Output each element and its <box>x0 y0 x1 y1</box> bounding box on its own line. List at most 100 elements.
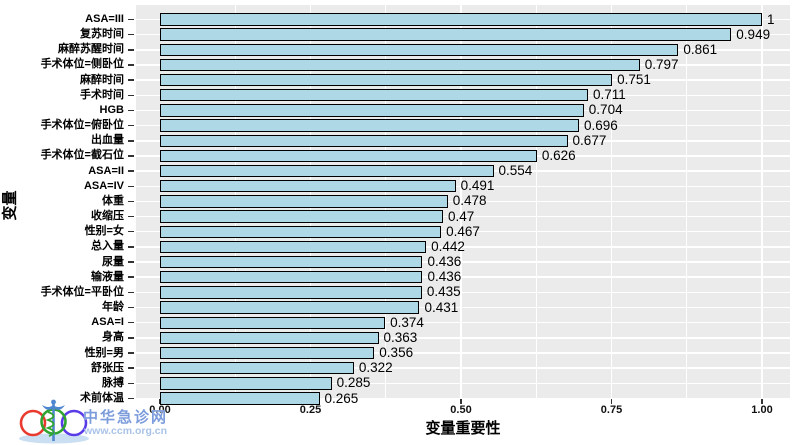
bar-value-label: 0.861 <box>683 41 718 57</box>
category-gridline <box>136 230 790 233</box>
x-axis-title: 变量重要性 <box>425 420 501 437</box>
y-axis-label: 麻醉苏醒时间 <box>58 43 124 56</box>
importance-bar <box>160 195 448 208</box>
bar-value-label: 0.797 <box>644 56 679 72</box>
y-tick-mark <box>128 215 134 218</box>
importance-bar <box>160 119 579 132</box>
y-axis-label: 尿量 <box>102 255 124 268</box>
importance-bar <box>160 210 443 223</box>
importance-bar <box>160 28 732 41</box>
y-tick-mark <box>128 306 134 309</box>
importance-bar <box>160 316 386 329</box>
bar-value-label: 0.442 <box>431 238 465 254</box>
y-tick-mark <box>128 140 134 142</box>
bar-value-label: 0.356 <box>379 345 414 361</box>
y-axis-label: 性别=女 <box>84 225 124 238</box>
bar-value-label: 0.374 <box>390 314 424 330</box>
importance-bar <box>160 346 375 360</box>
y-axis-label: 手术体位=俯卧位 <box>40 119 124 132</box>
importance-bar <box>160 271 423 284</box>
bar-value-label: 0.478 <box>452 193 487 209</box>
importance-bar <box>160 361 354 375</box>
y-axis-label: 复苏时间 <box>80 28 124 41</box>
category-gridline <box>136 306 790 309</box>
importance-bar <box>160 240 427 254</box>
importance-bar <box>160 134 568 147</box>
bar-value-label: 0.265 <box>324 390 359 406</box>
bar-value-label: 0.436 <box>427 254 462 270</box>
y-tick-mark <box>128 94 134 97</box>
y-axis-label: 身高 <box>102 331 124 344</box>
y-axis-label: 体重 <box>102 194 124 207</box>
category-gridline <box>136 367 790 369</box>
bar-value-label: 0.677 <box>572 132 607 148</box>
importance-bar <box>160 301 420 314</box>
y-axis-label: 手术体位=侧卧位 <box>40 58 124 71</box>
bar-value-label: 0.322 <box>358 360 393 376</box>
y-axis-label: ASA=II <box>88 164 124 177</box>
importance-bar <box>160 149 537 163</box>
importance-bar <box>160 255 423 269</box>
importance-bar <box>160 377 332 390</box>
bar-value-label: 1 <box>767 11 775 27</box>
y-tick-mark <box>128 352 134 354</box>
bar-value-label: 0.435 <box>426 284 461 300</box>
bar-value-label: 0.704 <box>588 102 623 118</box>
x-tick-label: 0.25 <box>299 404 322 416</box>
watermark: 中华急诊网 www.ccm.org.cn <box>14 394 224 444</box>
importance-bar <box>160 58 640 72</box>
category-gridline <box>136 276 790 278</box>
y-tick-mark <box>128 33 134 36</box>
y-tick-mark <box>128 246 134 248</box>
category-gridline <box>136 261 790 263</box>
y-tick-mark <box>128 337 134 339</box>
y-tick-mark <box>128 367 134 369</box>
y-axis-label: 手术体位=平卧位 <box>40 285 124 298</box>
y-axis-label: 手术时间 <box>80 88 124 101</box>
bar-value-label: 0.363 <box>383 329 418 345</box>
importance-bar <box>160 73 613 87</box>
x-tick-mark <box>761 399 763 404</box>
x-tick-mark <box>159 399 161 404</box>
x-tick-mark <box>610 399 613 404</box>
y-axis-label: ASA=III <box>85 13 124 25</box>
x-tick-label: 0.00 <box>149 404 171 416</box>
importance-bar <box>160 331 379 345</box>
importance-bar <box>160 164 494 178</box>
y-tick-mark <box>128 200 134 203</box>
bar-value-label: 0.47 <box>447 208 475 224</box>
y-axis-label: HGB <box>99 103 124 116</box>
importance-bar <box>160 180 456 193</box>
y-tick-mark <box>128 124 134 127</box>
bar-value-label: 0.711 <box>593 87 626 103</box>
bar-value-label: 0.696 <box>583 117 618 133</box>
category-gridline <box>136 352 790 354</box>
category-gridline <box>136 337 790 339</box>
importance-bar <box>160 89 589 102</box>
y-tick-mark <box>128 291 134 294</box>
bar-value-label: 0.436 <box>427 269 462 285</box>
category-gridline <box>136 321 790 324</box>
y-axis-title: 变量 <box>1 190 19 221</box>
bar-value-label: 0.751 <box>617 72 651 88</box>
y-tick-mark <box>128 261 134 263</box>
y-tick-mark <box>128 79 134 81</box>
bar-value-label: 0.431 <box>424 299 459 315</box>
y-axis-label: 术前体温 <box>80 392 124 404</box>
bar-value-label: 0.285 <box>336 375 371 391</box>
bar-value-label: 0.554 <box>498 163 533 179</box>
y-tick-mark <box>128 276 134 278</box>
y-tick-mark <box>128 170 134 172</box>
y-tick-mark <box>128 155 134 157</box>
y-tick-mark <box>128 109 134 112</box>
y-axis-label: 年龄 <box>102 301 124 314</box>
x-tick-label: 1.00 <box>751 404 773 416</box>
bar-value-label: 0.491 <box>460 178 495 194</box>
category-gridline <box>136 382 790 385</box>
category-gridline <box>136 185 790 187</box>
y-axis-label: 性别=男 <box>84 346 124 359</box>
y-axis-label: ASA=IV <box>83 179 124 192</box>
y-axis-label: 出血量 <box>91 134 124 147</box>
category-gridline <box>136 215 790 218</box>
